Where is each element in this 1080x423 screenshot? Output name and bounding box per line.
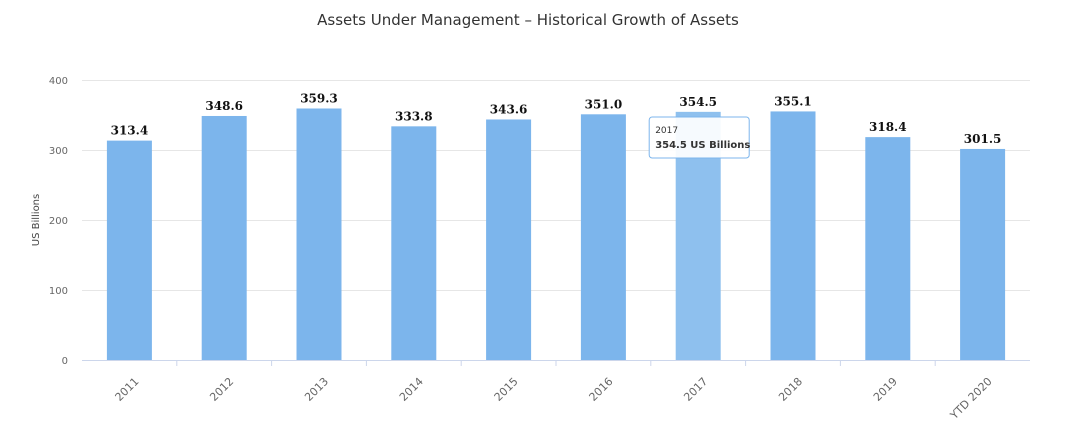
data-label-2016: 351.0 [585,97,623,111]
x-axis-ticks: 2011 2012 2013 2014 2015 2016 2017 2018 2019 YTD … [113,360,995,423]
data-label-2014: 333.8 [395,109,433,123]
data-label-2018: 355.1 [774,94,812,108]
x-tick-2018: 2018 [776,375,805,404]
x-tick-2013: 2013 [302,375,331,404]
y-tick-300: 300 [49,146,68,157]
bar-2016 [580,114,626,360]
tooltip-category: 2017 [655,126,678,136]
data-label-ytd-2020: 301.5 [964,132,1002,146]
x-tick-2015: 2015 [492,375,521,404]
bars [106,108,1006,361]
bar-2018 [770,111,816,361]
bar-2011 [106,140,152,360]
bar-2013 [296,108,342,361]
x-tick-2019: 2019 [871,375,900,404]
data-label-2019: 318.4 [869,120,907,134]
data-label-2012: 348.6 [205,99,243,113]
data-label-2017: 354.5 [679,95,717,109]
y-tick-0: 0 [62,356,68,367]
y-tick-100: 100 [49,286,68,297]
bar-2015 [486,119,532,360]
bar-2014 [391,126,437,360]
tooltip-box [648,116,750,159]
tooltip: 2017 354.5 US Billions [648,116,750,159]
chart-title: Assets Under Management – Historical Gro… [317,11,739,29]
data-labels: 313.4 348.6 359.3 333.8 343.6 351.0 354.5 355.1… [111,91,1002,145]
y-tick-400: 400 [49,76,68,87]
y-tick-200: 200 [49,216,68,227]
bar-2019 [865,137,911,360]
x-tick-2017: 2017 [681,375,710,404]
bar-ytd-2020 [960,148,1006,360]
y-axis-ticks: 0 100 200 300 400 [49,76,68,367]
data-label-2011: 313.4 [111,124,149,138]
y-axis-label: US Billions [31,194,42,247]
data-label-2015: 343.6 [490,102,528,116]
x-tick-ytd-2020: YTD 2020 [947,375,995,423]
x-tick-2012: 2012 [207,375,236,404]
x-tick-2016: 2016 [587,375,616,404]
data-label-2013: 359.3 [300,91,338,105]
bar-2012 [201,115,247,360]
x-tick-2014: 2014 [397,375,426,404]
x-tick-2011: 2011 [113,375,142,404]
tooltip-value: 354.5 US Billions [655,140,750,151]
